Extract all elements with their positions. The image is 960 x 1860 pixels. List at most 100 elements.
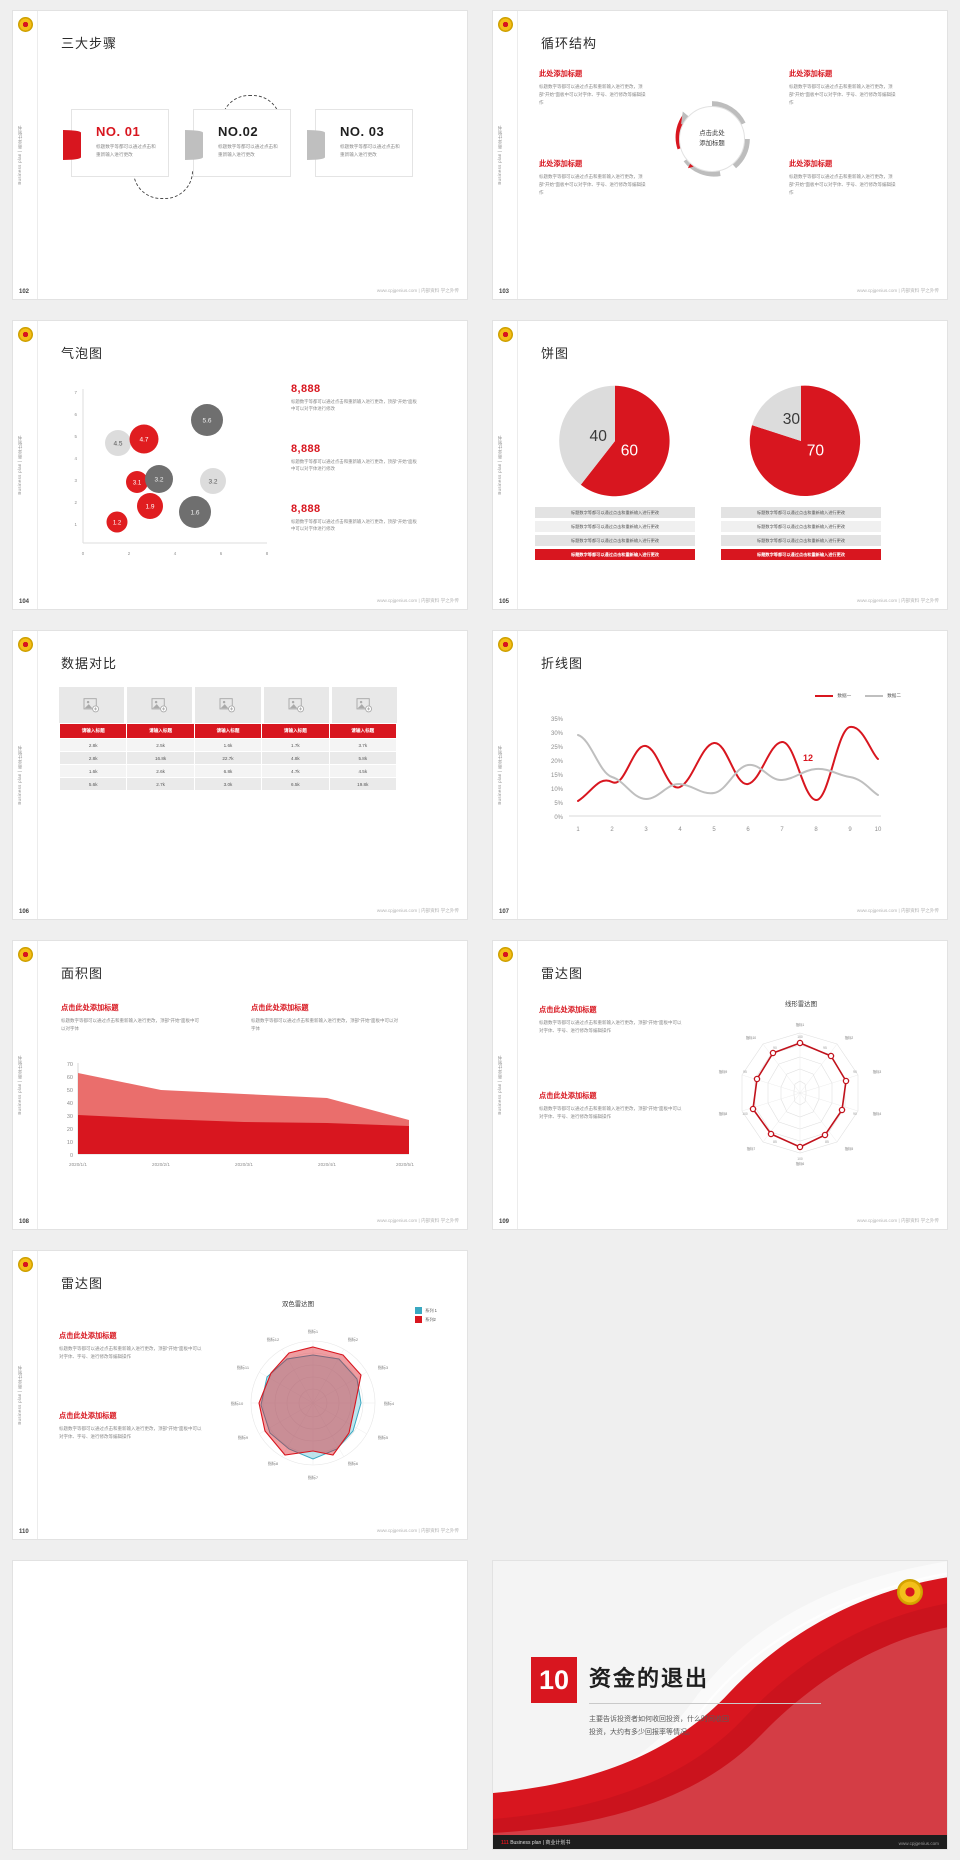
slide-102[interactable]: Business plan | 商业计划书 三大步骤 NO. 01 标题数字等都… <box>12 10 468 300</box>
cycle-block-3[interactable]: 此处添加标题 标题数字等都可以通过点击和重新输入进行更改，顶部“开始”面板中可以… <box>789 69 899 107</box>
area-block-2[interactable]: 点击此处添加标题 标题数字等都可以通过点击和重新输入进行更改，顶部“开始”面板中… <box>251 1003 401 1033</box>
radar-block-1[interactable]: 点击此处添加标题 标题数字等都可以通过点击和重新输入进行更改，顶部“开始”面板中… <box>539 1005 685 1035</box>
step-desc-2: 标题数字等都可以通过点击和重新输入进行更改 <box>218 144 278 157</box>
cycle-center-line1: 点击此处 <box>699 130 725 138</box>
table-row[interactable]: 1.6k 2.6k 6.8k 4.7k 4.5k <box>58 764 398 778</box>
image-placeholder[interactable] <box>127 687 193 723</box>
radar-chart-dual[interactable]: 指标1 指标2 指标3 指标4 指标5 指标6 指标7 指标8 指标9 指标10 指标11 指标… <box>213 1315 413 1495</box>
slide-109[interactable]: Business plan | 商业计划书 雷达图 点击此处添加标题 标题数字等… <box>492 940 948 1230</box>
svg-text:2: 2 <box>610 827 614 833</box>
legend-item[interactable]: 标题数字等都可以通过点击和重新输入进行更改 <box>535 507 695 518</box>
legend-entry-2[interactable]: 数据二 <box>865 693 901 699</box>
svg-text:0%: 0% <box>554 815 563 821</box>
legend-item[interactable]: 标题数字等都可以通过点击和重新输入进行更改 <box>721 507 881 518</box>
stat-text-2: 标题数字等都可以通过点击和重新输入进行更改，顶部“开始”面板中可以对字体进行修改 <box>291 459 417 472</box>
legend-entry-1[interactable]: 系列 1 <box>415 1307 437 1314</box>
slide-106[interactable]: Business plan | 商业计划书 数据对比 <box>12 630 468 920</box>
step-card-2[interactable]: NO.02 标题数字等都可以通过点击和重新输入进行更改 <box>185 109 291 177</box>
pie-chart-left[interactable]: 40 60 <box>555 381 675 501</box>
page-number: 110 <box>19 1529 29 1535</box>
stat-block-2[interactable]: 8,888 标题数字等都可以通过点击和重新输入进行更改，顶部“开始”面板中可以对… <box>291 443 421 473</box>
bubble-chart[interactable]: 7 6 5 4 3 2 1 0 2 4 6 8 4.5 4.7 5.6 3.1 3.2 3.2… <box>49 381 279 571</box>
line-chart-annotation: 12 <box>803 753 813 763</box>
slide-106-wrapper[interactable]: Business plan | 商业计划书 数据对比 <box>0 620 480 930</box>
slide-103-wrapper[interactable]: Business plan | 商业计划书 循环结构 点击此处 添加标题 此处添… <box>480 0 960 310</box>
pie-legend-right: 标题数字等都可以通过点击和重新输入进行更改 标题数字等都可以通过点击和重新输入进… <box>721 507 881 563</box>
svg-text:指标8: 指标8 <box>719 1111 728 1116</box>
table-row[interactable]: 2.8k 2.5k 1.6k 1.7k 3.7k <box>58 738 398 752</box>
legend-entry-2[interactable]: 系列2 <box>415 1316 437 1323</box>
table-cell: 3.7k <box>328 738 398 752</box>
table-cell: 5.6k <box>58 777 128 791</box>
legend-entry-1[interactable]: 数据一 <box>815 693 851 699</box>
comparison-table[interactable]: 请输入标题 请输入标题 请输入标题 请输入标题 请输入标题 2.8k 2.5k … <box>58 723 398 791</box>
slide-110[interactable]: Business plan | 商业计划书 雷达图 点击此处添加标题 标题数字等… <box>12 1250 468 1540</box>
legend-item[interactable]: 标题数字等都可以通过点击和重新输入进行更改 <box>721 535 881 546</box>
page-title: 数据对比 <box>61 656 118 671</box>
radar-block-2[interactable]: 点击此处添加标题 标题数字等都可以通过点击和重新输入进行更改，顶部“开始”面板中… <box>539 1091 685 1121</box>
table-row[interactable]: 5.6k 2.7k 3.0k 6.5k 19.8k <box>58 777 398 791</box>
slide-108[interactable]: Business plan | 商业计划书 面积图 点击此处添加标题 标题数字等… <box>12 940 468 1230</box>
slide-107-wrapper[interactable]: Business plan | 商业计划书 折线图 数据一 数据二 35% 30%… <box>480 620 960 930</box>
slide-102-wrapper[interactable]: Business plan | 商业计划书 三大步骤 NO. 01 标题数字等都… <box>0 0 480 310</box>
svg-text:指标1: 指标1 <box>796 1022 805 1027</box>
footer-credit: www.cpjgenius.com | 内部资料 学之外传 <box>856 908 939 913</box>
slide-107[interactable]: Business plan | 商业计划书 折线图 数据一 数据二 35% 30%… <box>492 630 948 920</box>
seal-icon <box>18 1257 33 1272</box>
stat-number-1: 8,888 <box>291 383 321 395</box>
step-card-3[interactable]: NO. 03 标题数字等都可以通过点击和重新输入进行更改 <box>307 109 413 177</box>
cycle-block-4[interactable]: 此处添加标题 标题数字等都可以通过点击和重新输入进行更改，顶部“开始”面板中可以… <box>789 159 899 197</box>
svg-text:3.2: 3.2 <box>208 479 217 486</box>
svg-text:指标2: 指标2 <box>348 1336 359 1342</box>
slide-104[interactable]: Business plan | 商业计划书 气泡图 7 6 5 4 3 2 1 0 2 4 … <box>12 320 468 610</box>
radar-text-1: 标题数字等都可以通过点击和重新输入进行更改，顶部“开始”面板中可以对字体、字号、… <box>59 1346 202 1360</box>
legend-item[interactable]: 标题数字等都可以通过点击和重新输入进行更改 <box>535 521 695 532</box>
image-placeholder[interactable] <box>59 687 125 723</box>
legend-item-highlighted[interactable]: 标题数字等都可以通过点击和重新输入进行更改 <box>721 549 881 560</box>
slide-109-wrapper[interactable]: Business plan | 商业计划书 雷达图 点击此处添加标题 标题数字等… <box>480 930 960 1240</box>
table-cell: 5.8k <box>328 751 398 765</box>
radar-block-2[interactable]: 点击此处添加标题 标题数字等都可以通过点击和重新输入进行更改，顶部“开始”面板中… <box>59 1411 205 1441</box>
left-rail: Business plan | 商业计划书 <box>13 941 38 1229</box>
slide-104-wrapper[interactable]: Business plan | 商业计划书 气泡图 7 6 5 4 3 2 1 0 2 4 … <box>0 310 480 620</box>
footer-credit: www.cpjgenius.com | 内部资料 学之外传 <box>856 1218 939 1223</box>
cycle-block-2[interactable]: 此处添加标题 标题数字等都可以通过点击和重新输入进行更改，顶部“开始”面板中可以… <box>539 159 649 197</box>
footer-credit: www.cpjgenius.com | 内部资料 学之外传 <box>856 598 939 603</box>
slide-103[interactable]: Business plan | 商业计划书 循环结构 点击此处 添加标题 此处添… <box>492 10 948 300</box>
stat-block-1[interactable]: 8,888 标题数字等都可以通过点击和重新输入进行更改，顶部“开始”面板中可以对… <box>291 383 421 413</box>
table-row[interactable]: 2.8k 16.8k 22.7k 4.8k 5.8k <box>58 751 398 765</box>
cycle-block-1[interactable]: 此处添加标题 标题数字等都可以通过点击和重新输入进行更改，顶部“开始”面板中可以… <box>539 69 649 107</box>
cycle-center-label[interactable]: 点击此处 添加标题 <box>679 106 745 172</box>
step-card-1[interactable]: NO. 01 标题数字等都可以通过点击和重新输入进行更改 <box>63 109 169 177</box>
svg-text:95: 95 <box>743 1070 747 1074</box>
area-block-1[interactable]: 点击此处添加标题 标题数字等都可以通过点击和重新输入进行更改，顶部“开始”面板中… <box>61 1003 201 1033</box>
slide-105[interactable]: Business plan | 商业计划书 饼图 40 60 30 70 标题数… <box>492 320 948 610</box>
svg-text:2020/4/1: 2020/4/1 <box>318 1162 336 1167</box>
slide-111-wrapper[interactable]: 10 资金的退出 主要告诉投资者如何收回投资，什么时间收回 投资，大约有多少回报… <box>0 1550 960 1850</box>
rail-label: Business plan | 商业计划书 <box>17 1055 22 1115</box>
slide-108-wrapper[interactable]: Business plan | 商业计划书 面积图 点击此处添加标题 标题数字等… <box>0 930 480 1240</box>
image-placeholder[interactable] <box>263 687 329 723</box>
slide-105-wrapper[interactable]: Business plan | 商业计划书 饼图 40 60 30 70 标题数… <box>480 310 960 620</box>
radar-block-1[interactable]: 点击此处添加标题 标题数字等都可以通过点击和重新输入进行更改，顶部“开始”面板中… <box>59 1331 205 1361</box>
legend-item[interactable]: 标题数字等都可以通过点击和重新输入进行更改 <box>535 535 695 546</box>
svg-text:15%: 15% <box>551 773 564 779</box>
area-chart[interactable]: 70 60 50 40 30 20 10 0 2020/1/1 2020/2/1 2020/… <box>47 1059 417 1179</box>
legend-item[interactable]: 标题数字等都可以通过点击和重新输入进行更改 <box>721 521 881 532</box>
legend-item-highlighted[interactable]: 标题数字等都可以通过点击和重新输入进行更改 <box>535 549 695 560</box>
cover-title: 资金的退出 <box>589 1666 710 1691</box>
area-heading-2: 点击此处添加标题 <box>251 1003 309 1012</box>
svg-text:85: 85 <box>773 1140 777 1144</box>
slide-110-wrapper[interactable]: Business plan | 商业计划书 雷达图 点击此处添加标题 标题数字等… <box>0 1240 480 1550</box>
stat-block-3[interactable]: 8,888 标题数字等都可以通过点击和重新输入进行更改，顶部“开始”面板中可以对… <box>291 503 421 533</box>
left-rail: Business plan | 商业计划书 <box>13 11 38 299</box>
cycle-text-2: 标题数字等都可以通过点击和重新输入进行更改，顶部“开始”面板中可以对字体、字号、… <box>539 174 646 195</box>
pie-chart-right[interactable]: 30 70 <box>741 381 861 501</box>
image-placeholder[interactable] <box>331 687 397 723</box>
slide-111[interactable]: 10 资金的退出 主要告诉投资者如何收回投资，什么时间收回 投资，大约有多少回报… <box>492 1560 948 1850</box>
image-placeholder[interactable] <box>195 687 261 723</box>
svg-text:9: 9 <box>848 827 852 833</box>
radar-chart-line[interactable]: 指标1 指标2 指标3 指标4 指标5 指标6 指标7 指标8 指标9 指标10 100 95… <box>705 1013 895 1183</box>
svg-text:1: 1 <box>75 522 78 527</box>
